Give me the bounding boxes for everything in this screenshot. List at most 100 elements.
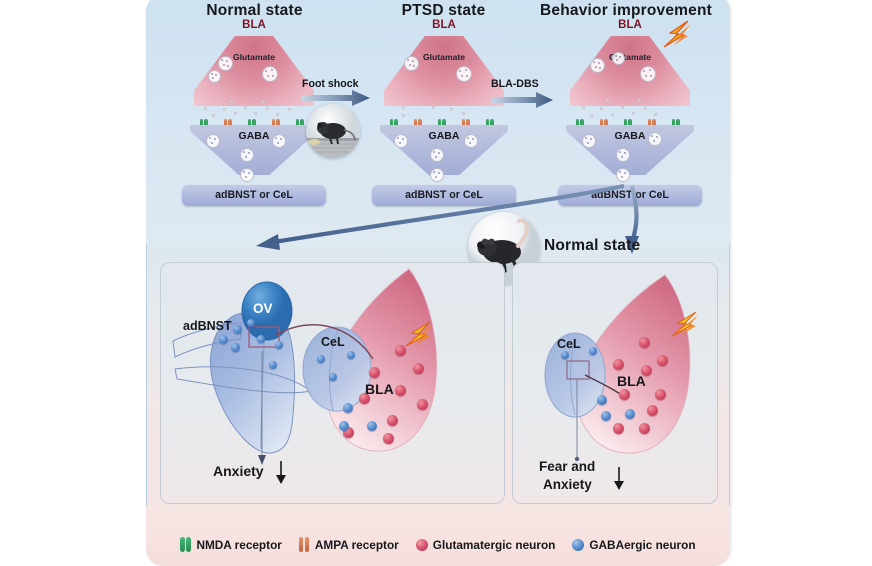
fear-anxiety-outcome-label-line2: Anxiety	[543, 477, 592, 492]
vesicle	[464, 134, 478, 148]
gabaergic-neuron-dot	[317, 355, 325, 363]
vesicle	[208, 70, 221, 83]
glutamatergic-neuron-dot	[383, 433, 394, 444]
panel-title-ptsd-state: PTSD state	[401, 2, 486, 19]
gabaergic-neuron-dot	[367, 421, 377, 431]
neurotransmitter-dot	[266, 107, 270, 111]
foot-shock-mouse-photo	[306, 104, 360, 158]
neurotransmitter-dot	[450, 108, 454, 112]
neurotransmitter-dot	[204, 107, 208, 111]
bla-dbs-arrow-icon	[491, 92, 553, 108]
gabaergic-neuron-dot	[601, 411, 611, 421]
gaba-label: GABA	[614, 130, 646, 142]
vesicle	[640, 66, 656, 82]
glutamatergic-neuron-dot	[655, 389, 666, 400]
bla-label: BLA	[365, 381, 394, 397]
nmda-receptor-icon	[180, 537, 191, 552]
gabaergic-neuron-dot	[219, 335, 228, 344]
neurotransmitter-dot	[230, 100, 234, 104]
nmda-receptor-icon	[576, 119, 584, 130]
synapse-normal-state: BLA Glutamate	[178, 19, 330, 206]
glutamate-label: Glutamate	[232, 52, 276, 62]
receptor-row	[388, 119, 500, 130]
glutamatergic-neuron-dot	[395, 385, 406, 396]
gabaergic-neuron-dot	[343, 403, 353, 413]
adbnst-label: adBNST	[183, 319, 232, 333]
bla-label: BLA	[618, 19, 642, 31]
dbs-lightning-bolt-icon	[405, 321, 432, 347]
anxiety-outcome-label: Anxiety	[213, 463, 264, 479]
neurotransmitter-dot	[632, 112, 636, 116]
neurotransmitter-dot	[582, 106, 586, 110]
nmda-receptor-icon	[390, 119, 398, 130]
nmda-receptor-icon	[248, 119, 256, 130]
vesicle	[272, 134, 286, 148]
neurotransmitter-dot	[600, 107, 604, 111]
neurotransmitter-dot	[621, 106, 625, 110]
legend-item-nmda-receptor: NMDA receptor	[180, 537, 282, 552]
neurotransmitter-dot	[244, 106, 248, 110]
gabaergic-neuron-dot	[561, 351, 569, 359]
vesicle	[262, 66, 278, 82]
neurotransmitter-dot	[223, 108, 227, 112]
gabaergic-neuron-dot	[597, 395, 607, 405]
nmda-receptor-icon	[200, 119, 208, 130]
bla-label: BLA	[617, 373, 646, 389]
gabaergic-neuron-dot	[233, 325, 242, 334]
neurotransmitter-dot	[611, 113, 615, 117]
neurotransmitter-dot	[402, 114, 406, 118]
vesicle	[648, 132, 662, 146]
glutamatergic-neuron-dot	[413, 363, 424, 374]
panel-title-normal-state: Normal state	[206, 2, 303, 19]
vesicle	[404, 56, 419, 71]
synapse-behavior-improvement: BLA Glutamate	[554, 19, 706, 206]
legend-label: AMPA receptor	[314, 537, 399, 552]
neurotransmitter-dot	[654, 113, 658, 117]
presynaptic-terminal-bla	[384, 36, 504, 106]
cel-label: CeL	[321, 335, 345, 349]
receptor-row	[198, 119, 310, 130]
foot-shock-arrow-icon	[302, 90, 370, 106]
gabaergic-neuron-dot	[247, 319, 255, 327]
vesicle	[206, 134, 220, 148]
nmda-receptor-icon	[624, 119, 632, 130]
glutamatergic-neuron-dot	[639, 337, 650, 348]
vesicle	[240, 168, 254, 182]
gabaergic-neuron-dot	[589, 347, 597, 355]
glutamate-label: Glutamate	[608, 52, 652, 62]
vesicle	[456, 66, 472, 82]
glutamatergic-neuron-dot	[395, 345, 406, 356]
bottom-left-panel: adBNST OV CeL BLA Anxiety	[160, 262, 505, 504]
legend-label: GABAergic neuron	[589, 537, 696, 552]
glutamatergic-neuron-dot	[613, 359, 624, 370]
neurotransmitter-dot	[262, 100, 266, 104]
glutamatergic-neuron-dot	[639, 423, 650, 434]
flow-arrows	[256, 184, 639, 254]
glutamatergic-neuron-dot	[641, 365, 652, 376]
vesicle	[616, 148, 630, 162]
ov-label: OV	[253, 301, 273, 316]
legend-item-ampa-receptor: AMPA receptor	[298, 537, 399, 552]
glutamatergic-neuron-dot	[359, 393, 370, 404]
glutamatergic-neuron-icon	[415, 538, 428, 551]
legend-item-glutamatergic-neuron: Glutamatergic neuron	[415, 537, 556, 552]
legend-label: Glutamatergic neuron	[432, 537, 556, 552]
neurotransmitter-dot	[288, 108, 292, 112]
glutamatergic-neuron-dot	[647, 405, 658, 416]
nmda-receptor-icon	[296, 119, 304, 130]
bla-dbs-label: BLA-DBS	[491, 78, 539, 90]
neurotransmitter-dot	[590, 114, 594, 118]
gabaergic-neuron-dot	[257, 335, 265, 343]
glutamatergic-neuron-dot	[387, 415, 398, 426]
gabaergic-neuron-dot	[269, 361, 277, 369]
decrease-arrow-icon	[276, 461, 286, 484]
vesicle	[590, 58, 605, 73]
neurotransmitter-dot	[606, 99, 610, 103]
vesicle	[218, 56, 233, 71]
vesicle	[430, 148, 444, 162]
neurotransmitter-dot	[276, 113, 280, 117]
ampa-receptor-icon	[648, 119, 656, 130]
neurotransmitter-dot	[644, 107, 648, 111]
ampa-receptor-icon	[298, 537, 310, 552]
gaba-label: GABA	[238, 130, 270, 142]
